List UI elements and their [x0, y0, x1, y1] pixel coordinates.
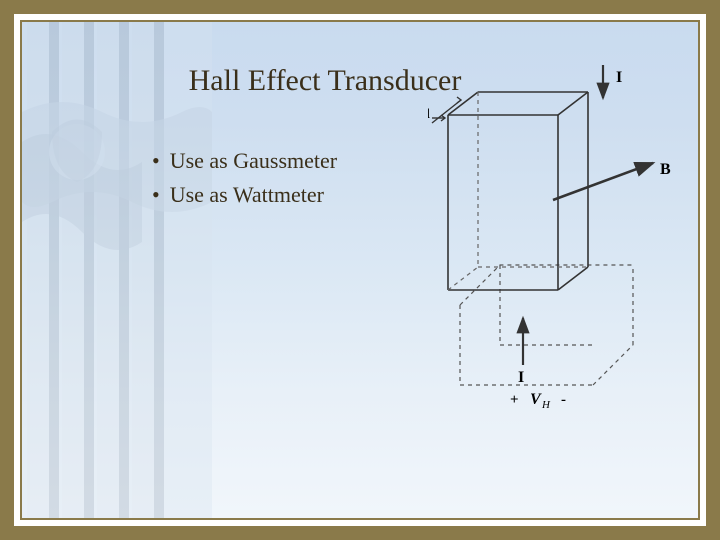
outer-frame: Hall Effect Transducer Use as Gaussmeter…: [14, 14, 706, 526]
label-VH: V: [530, 391, 542, 408]
bullet-list: Use as Gaussmeter Use as Wattmeter: [152, 144, 337, 212]
bullet-item: Use as Gaussmeter: [152, 144, 337, 178]
bullet-item: Use as Wattmeter: [152, 178, 337, 212]
label-minus: -: [561, 392, 566, 408]
label-plus: +: [510, 392, 519, 408]
label-I-bottom: I: [518, 369, 524, 386]
label-B: B: [660, 161, 671, 178]
inner-frame: Hall Effect Transducer Use as Gaussmeter…: [20, 20, 700, 520]
label-I-top: I: [616, 69, 622, 86]
hall-effect-diagram: I I B d + V H -: [428, 60, 676, 430]
label-VH-sub: H: [541, 399, 551, 411]
label-d: d: [428, 107, 430, 122]
